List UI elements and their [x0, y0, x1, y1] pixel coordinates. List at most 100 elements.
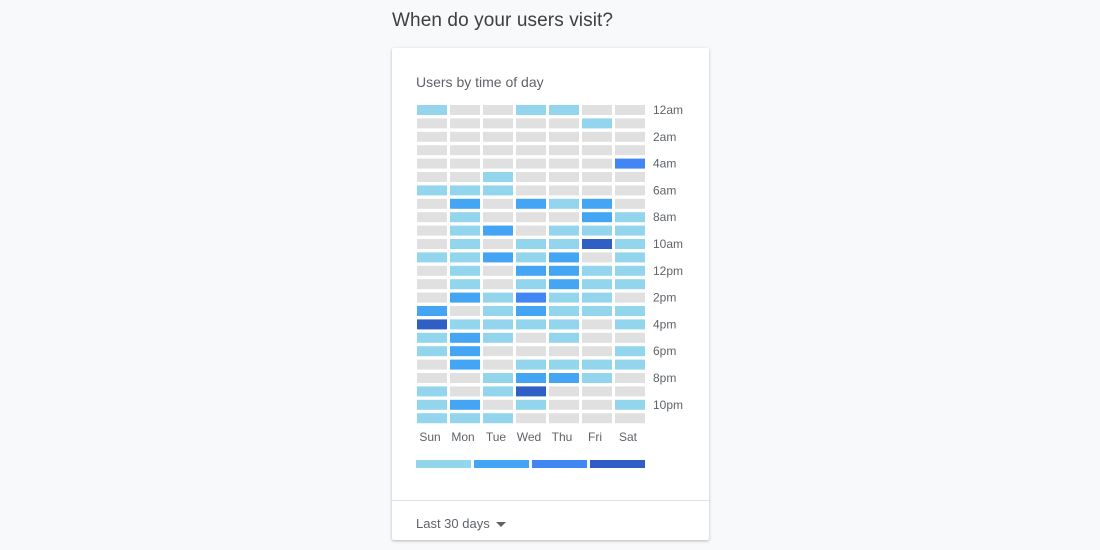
- heatmap-cell-mon-2pm: [450, 292, 480, 303]
- heatmap-cell-mon-10am: [450, 239, 480, 249]
- heatmap-cell-tue-5am: [483, 172, 513, 182]
- heatmap-cell-tue-10pm: [483, 399, 513, 410]
- heatmap-cell-thu-3pm: [549, 306, 579, 316]
- heatmap-cell-thu-7am: [549, 198, 579, 209]
- heatmap-cell-thu-11pm: [549, 413, 579, 424]
- heatmap-cell-fri-5am: [582, 172, 612, 182]
- heatmap-cell-thu-8am: [549, 212, 579, 223]
- heatmap-cell-fri-11am: [582, 252, 612, 263]
- heatmap-cell-sat-6pm: [615, 346, 645, 357]
- heatmap-cell-sat-1pm: [615, 279, 645, 290]
- heatmap-cell-sat-6am: [615, 185, 645, 196]
- heatmap-cell-mon-7am: [450, 198, 480, 209]
- heatmap-cell-sun-3pm: [417, 306, 447, 316]
- row-label-12pm: 12pm: [653, 264, 683, 278]
- heatmap-cell-tue-1pm: [483, 279, 513, 290]
- heatmap-cell-mon-3am: [450, 145, 480, 156]
- heatmap-cell-sun-8pm: [417, 373, 447, 383]
- row-label-4pm: 4pm: [653, 317, 676, 331]
- legend-swatch-1: [416, 460, 471, 468]
- heatmap-cell-sat-8pm: [615, 373, 645, 383]
- heatmap-cell-sun-11am: [417, 252, 447, 263]
- heatmap-cell-thu-5pm: [549, 332, 579, 343]
- row-label-6am: 6am: [653, 183, 676, 197]
- row-label-12am: 12am: [653, 103, 683, 117]
- heatmap-cell-fri-7am: [582, 198, 612, 209]
- section-heading: When do your users visit?: [392, 10, 614, 31]
- heatmap-cell-sun-10pm: [417, 399, 447, 410]
- heatmap-cell-sun-4pm: [417, 319, 447, 330]
- heatmap-cell-sat-11am: [615, 252, 645, 263]
- heatmap-cell-wed-9am: [516, 225, 546, 236]
- heatmap-cell-wed-3am: [516, 145, 546, 156]
- heatmap-cell-fri-2am: [582, 131, 612, 142]
- heatmap-cell-tue-9am: [483, 225, 513, 236]
- row-label-10pm: 10pm: [653, 398, 683, 412]
- heatmap-cell-mon-9am: [450, 225, 480, 236]
- heatmap-cell-wed-8pm: [516, 373, 546, 383]
- heatmap-cell-sun-6pm: [417, 346, 447, 357]
- heatmap-cell-sat-4pm: [615, 319, 645, 330]
- heatmap-cell-mon-1pm: [450, 279, 480, 290]
- heatmap-cell-tue-3pm: [483, 306, 513, 316]
- heatmap-cell-sun-9am: [417, 225, 447, 236]
- heatmap-cell-mon-5am: [450, 172, 480, 182]
- heatmap-cell-thu-11am: [549, 252, 579, 263]
- heatmap-cell-fri-7pm: [582, 359, 612, 370]
- heatmap-cell-mon-1am: [450, 118, 480, 129]
- heatmap-cell-sat-5pm: [615, 332, 645, 343]
- legend-swatch-4: [590, 460, 645, 468]
- heatmap-cell-thu-6am: [549, 185, 579, 196]
- heatmap-cell-wed-5pm: [516, 332, 546, 343]
- heatmap-cell-thu-12pm: [549, 265, 579, 276]
- heatmap-cell-thu-2am: [549, 131, 579, 142]
- heatmap-cell-mon-6am: [450, 185, 480, 196]
- heatmap-cell-sun-1am: [417, 118, 447, 129]
- heatmap-cell-thu-5am: [549, 172, 579, 182]
- row-label-8am: 8am: [653, 210, 676, 224]
- heatmap-cell-fri-11pm: [582, 413, 612, 424]
- heatmap-chart: 12am 2am 4am 6am 8am 10am 12pm 2pm 4pm 6pm 8pm 10pm…: [416, 103, 683, 468]
- row-label-2pm: 2pm: [653, 291, 676, 305]
- heatmap-cell-tue-11pm: [483, 413, 513, 424]
- footer-divider: [392, 500, 709, 501]
- heatmap-cell-sun-6am: [417, 185, 447, 196]
- card-title: Users by time of day: [416, 74, 544, 90]
- heatmap-cell-fri-1am: [582, 118, 612, 129]
- date-range-dropdown[interactable]: Last 30 days: [416, 516, 506, 531]
- heatmap-cell-sat-8am: [615, 212, 645, 223]
- heatmap-cell-wed-12pm: [516, 265, 546, 276]
- heatmap-cell-sat-7pm: [615, 359, 645, 370]
- heatmap-cell-fri-12pm: [582, 265, 612, 276]
- heatmap-cell-tue-3am: [483, 145, 513, 156]
- row-label-8pm: 8pm: [653, 371, 676, 385]
- heatmap-cell-thu-4am: [549, 158, 579, 169]
- heatmap-cell-thu-12am: [549, 105, 579, 115]
- legend-swatch-3: [532, 460, 587, 468]
- heatmap-cell-fri-10pm: [582, 399, 612, 410]
- row-label-6pm: 6pm: [653, 344, 676, 358]
- heatmap-cell-mon-9pm: [450, 386, 480, 397]
- row-label-2am: 2am: [653, 130, 676, 144]
- heatmap-cell-thu-7pm: [549, 359, 579, 370]
- heatmap-cell-thu-10pm: [549, 399, 579, 410]
- heatmap-cell-sun-7pm: [417, 359, 447, 370]
- heatmap-cell-thu-6pm: [549, 346, 579, 357]
- column-label-fri: Fri: [588, 430, 602, 444]
- heatmap-cell-mon-7pm: [450, 359, 480, 370]
- heatmap-cell-thu-4pm: [549, 319, 579, 330]
- heatmap-cell-tue-4pm: [483, 319, 513, 330]
- heatmap-cell-tue-9pm: [483, 386, 513, 397]
- heatmap-cell-mon-8am: [450, 212, 480, 223]
- heatmap-cell-wed-9pm: [516, 386, 546, 397]
- heatmap-cell-tue-4am: [483, 158, 513, 169]
- heatmap-cell-tue-12am: [483, 105, 513, 115]
- heatmap-cell-mon-2am: [450, 131, 480, 142]
- heatmap-cell-tue-7pm: [483, 359, 513, 370]
- heatmap-cell-wed-4pm: [516, 319, 546, 330]
- heatmap-cell-fri-3am: [582, 145, 612, 156]
- heatmap-cell-sun-5am: [417, 172, 447, 182]
- heatmap-cell-wed-7pm: [516, 359, 546, 370]
- heatmap-cell-fri-9pm: [582, 386, 612, 397]
- heatmap-cell-tue-1am: [483, 118, 513, 129]
